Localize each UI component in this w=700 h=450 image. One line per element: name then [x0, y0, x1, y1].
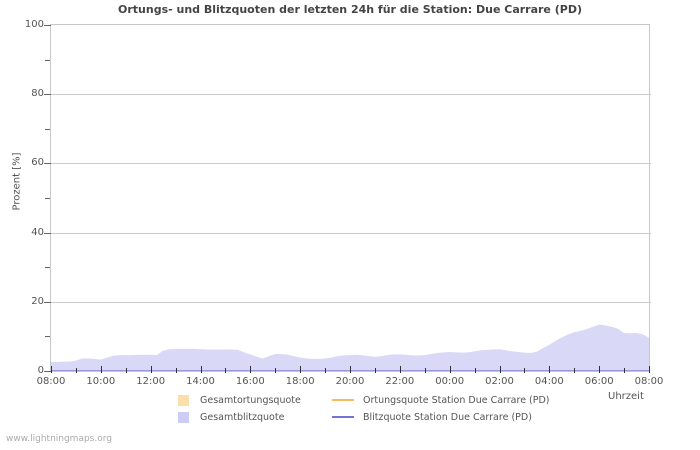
- x-tick-minor-11: [624, 368, 626, 373]
- gridline-y-60: [51, 163, 651, 165]
- x-tick-label-7: 22:00: [385, 376, 415, 387]
- x-tick-label-3: 14:00: [186, 376, 215, 387]
- legend: Gesamtortungsquote Gesamtblitzquote Ortung…: [178, 392, 608, 428]
- x-tick-major-7: [399, 366, 401, 373]
- series-gesamtblitzquote: [51, 324, 649, 371]
- y-tick-major-20: [44, 301, 51, 303]
- y-tick-major-40: [44, 232, 51, 234]
- y-tick-label-80: 80: [31, 88, 44, 100]
- x-tick-major-1: [100, 366, 102, 373]
- gridline-y-0: [51, 371, 651, 372]
- gridline-y-40: [51, 232, 651, 234]
- x-tick-major-9: [499, 366, 501, 373]
- x-tick-minor-8: [474, 368, 476, 373]
- x-tick-label-10: 04:00: [534, 376, 564, 387]
- y-tick-major-100: [44, 25, 51, 26]
- x-tick-major-4: [250, 366, 252, 373]
- x-tick-label-1: 10:00: [86, 376, 116, 387]
- chart-title: Ortungs- und Blitzquoten der letzten 24h…: [118, 3, 582, 16]
- x-tick-label-11: 06:00: [584, 376, 614, 387]
- y-tick-minor-70: [45, 128, 50, 130]
- y-tick-major-80: [44, 94, 51, 96]
- x-tick-major-8: [449, 366, 451, 373]
- x-tick-minor-10: [574, 368, 576, 373]
- y-tick-label-20: 20: [31, 295, 44, 307]
- x-tick-minor-2: [175, 368, 177, 373]
- x-tick-label-2: 12:00: [136, 376, 166, 387]
- y-tick-major-0: [44, 371, 51, 372]
- y-tick-major-60: [44, 163, 51, 165]
- x-tick-label-12: 08:00: [634, 376, 664, 387]
- x-tick-major-6: [350, 366, 351, 373]
- x-tick-minor-9: [524, 368, 526, 373]
- x-tick-label-6: 20:00: [335, 376, 365, 387]
- y-tick-label-60: 60: [31, 157, 44, 169]
- plot-area: [50, 24, 650, 372]
- y-tick-minor-90: [45, 59, 50, 61]
- legend-line-glyph: [332, 399, 354, 401]
- x-tick-minor-5: [325, 368, 327, 373]
- legend-swatch-box-icon: [178, 411, 189, 423]
- legend-item-label: Gesamtortungsquote: [200, 394, 301, 406]
- x-tick-label-5: 18:00: [285, 376, 315, 387]
- x-tick-major-2: [150, 366, 152, 373]
- x-tick-minor-3: [225, 368, 227, 373]
- legend-item[interactable]: Gesamtortungsquote: [178, 392, 301, 408]
- x-tick-major-12: [649, 366, 650, 373]
- x-tick-major-10: [549, 366, 551, 373]
- y-tick-minor-50: [45, 198, 50, 199]
- x-tick-minor-0: [75, 368, 77, 373]
- gridline-y-20: [51, 301, 651, 303]
- y-tick-label-100: 100: [24, 19, 44, 30]
- y-axis-title: Prozent [%]: [11, 152, 23, 211]
- legend-item-label: Blitzquote Station Due Carrare (PD): [363, 411, 532, 423]
- gridline-y-100: [51, 25, 651, 26]
- x-tick-major-5: [300, 366, 302, 373]
- legend-item[interactable]: Ortungsquote Station Due Carrare (PD): [332, 392, 550, 408]
- x-tick-major-11: [599, 366, 601, 373]
- x-tick-major-3: [200, 366, 202, 373]
- x-axis-title: Uhrzeit: [608, 391, 644, 402]
- x-tick-minor-6: [374, 368, 376, 373]
- y-tick-label-0: 0: [37, 365, 44, 376]
- legend-item[interactable]: Gesamtblitzquote: [178, 409, 284, 425]
- gridline-y-80: [51, 94, 651, 96]
- x-tick-label-4: 16:00: [235, 376, 265, 387]
- site-credit: www.lightningmaps.org: [6, 434, 112, 444]
- y-tick-minor-10: [45, 336, 50, 338]
- legend-swatch-line-icon: [332, 395, 354, 406]
- x-tick-minor-1: [125, 368, 127, 373]
- x-tick-label-0: 08:00: [36, 376, 66, 387]
- y-tick-label-40: 40: [31, 226, 44, 238]
- legend-item-label: Ortungsquote Station Due Carrare (PD): [363, 394, 550, 406]
- x-tick-minor-7: [424, 368, 426, 373]
- x-tick-label-9: 02:00: [485, 376, 514, 387]
- legend-item[interactable]: Blitzquote Station Due Carrare (PD): [332, 409, 532, 425]
- legend-swatch-box-icon: [178, 394, 189, 406]
- legend-line-glyph: [332, 416, 354, 418]
- series-layer: [51, 324, 649, 371]
- legend-swatch-line-icon: [332, 412, 354, 423]
- x-tick-major-0: [51, 366, 52, 373]
- legend-item-label: Gesamtblitzquote: [200, 411, 285, 423]
- x-tick-label-8: 00:00: [435, 376, 465, 387]
- x-tick-minor-4: [275, 368, 277, 373]
- y-tick-minor-30: [45, 267, 50, 269]
